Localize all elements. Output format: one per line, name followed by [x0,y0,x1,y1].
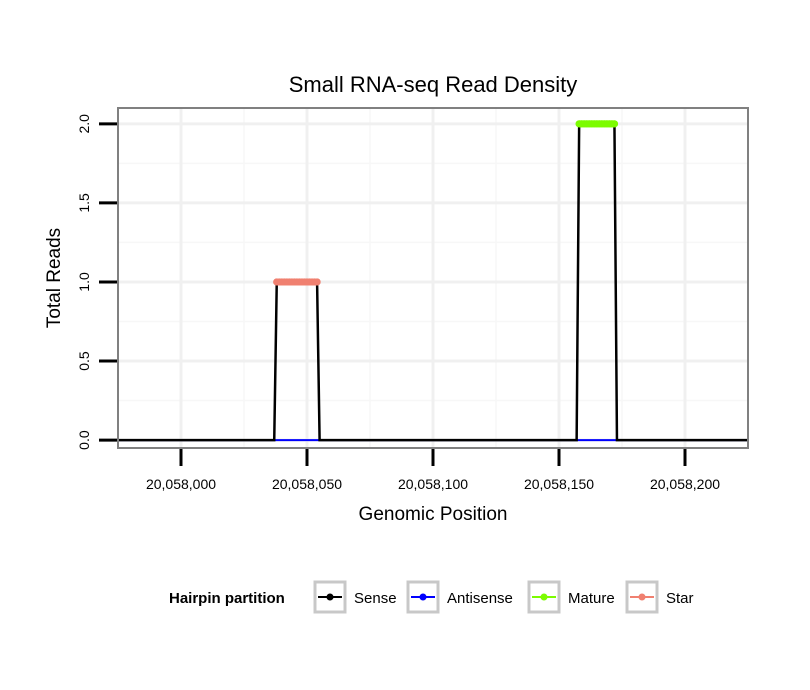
y-tick-label: 1.5 [76,193,92,213]
x-tick-label: 20,058,150 [524,476,594,492]
legend-item-mature: Mature [527,580,615,614]
y-tick-label: 0.0 [76,430,92,450]
x-tick-label: 20,058,050 [272,476,342,492]
panel-border [117,107,749,449]
legend: Hairpin partition Sense Antisense Mature St… [169,580,694,614]
legend-key-point [326,593,334,601]
series-star-point [313,278,321,286]
x-axis: 20,058,000 20,058,050 20,058,100 20,058,150… [146,449,720,492]
legend-key-point [419,593,427,601]
x-tick-label: 20,058,000 [146,476,216,492]
legend-label: Star [666,590,694,607]
x-tick-label: 20,058,100 [398,476,468,492]
series-mature-point [610,120,619,128]
y-axis: 0.0 0.5 1.0 1.5 2.0 [76,114,117,450]
y-tick-label: 0.5 [76,351,92,371]
plot-panel [117,107,749,449]
legend-items: Sense Antisense Mature Star [313,580,694,614]
legend-title: Hairpin partition [169,590,285,607]
legend-label: Antisense [447,590,513,607]
x-tick-label: 20,058,200 [650,476,720,492]
legend-label: Mature [568,590,615,607]
legend-item-sense: Sense [313,580,397,614]
chart-title: Small RNA-seq Read Density [289,72,578,97]
legend-item-star: Star [625,580,694,614]
legend-label: Sense [354,590,397,607]
series-star [273,278,321,286]
y-tick-label: 1.0 [76,272,92,292]
gridlines [118,108,748,448]
series-mature [575,120,619,128]
y-tick-label: 2.0 [76,114,92,134]
y-axis-title: Total Reads [44,228,65,328]
series-layer [118,120,748,442]
legend-key-point [638,593,646,601]
legend-key-point [540,593,548,601]
legend-item-antisense: Antisense [406,580,513,614]
series-sense-line [118,122,748,442]
x-axis-title: Genomic Position [359,504,508,525]
